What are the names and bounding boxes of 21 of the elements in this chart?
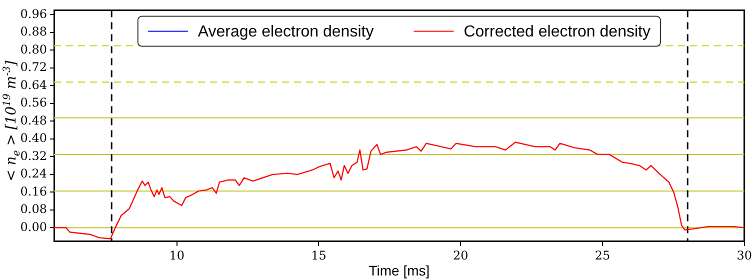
y-tick-label: 0.96 <box>20 6 47 21</box>
y-tick-label: 0.64 <box>20 78 48 92</box>
y-tick-label: 0.24 <box>20 166 48 181</box>
legend-label: Corrected electron density <box>464 24 650 41</box>
y-tick-label: 0.80 <box>20 42 47 56</box>
y-tick-label: 0.32 <box>20 148 47 163</box>
x-tick-label: 10 <box>169 248 185 262</box>
y-tick-label: 0.16 <box>20 184 47 198</box>
x-tick-label: 20 <box>452 248 468 262</box>
y-tick-label: 0.00 <box>20 220 47 234</box>
x-axis-title: Time [ms] <box>368 262 430 278</box>
legend-label: Average electron density <box>198 24 374 41</box>
x-tick-label: 30 <box>736 248 752 262</box>
y-tick-label: 0.08 <box>20 202 47 216</box>
x-tick-label: 25 <box>594 248 610 262</box>
y-tick-label: 0.40 <box>20 131 47 146</box>
x-tick-label: 15 <box>311 248 326 262</box>
y-tick-label: 0.88 <box>20 24 47 39</box>
y-tick-label: 0.48 <box>20 113 47 128</box>
y-tick-label: 0.72 <box>20 60 47 74</box>
y-tick-label: 0.56 <box>20 96 47 110</box>
